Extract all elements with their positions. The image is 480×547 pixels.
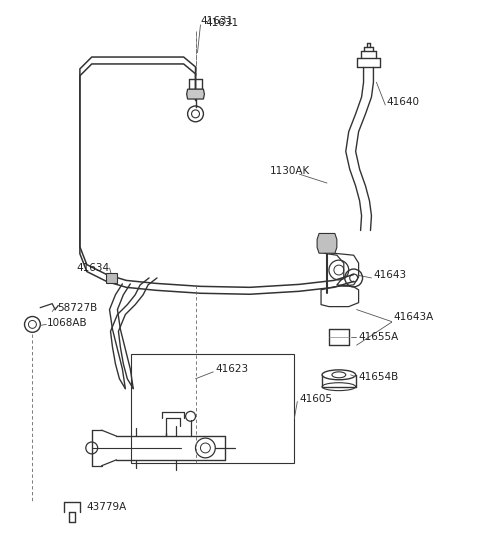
Polygon shape <box>317 234 337 253</box>
Text: 41631: 41631 <box>205 18 239 28</box>
Text: 41623: 41623 <box>216 364 249 374</box>
Text: 43779A: 43779A <box>87 502 127 512</box>
Text: 1130AK: 1130AK <box>270 166 310 176</box>
Text: 41634: 41634 <box>77 263 110 273</box>
Text: 41605: 41605 <box>300 393 332 404</box>
Text: 41654B: 41654B <box>359 372 399 382</box>
Bar <box>106 273 118 283</box>
Text: 58727B: 58727B <box>57 302 97 312</box>
Text: 41643: 41643 <box>373 270 407 280</box>
Polygon shape <box>187 89 204 99</box>
Text: 1068AB: 1068AB <box>47 318 88 328</box>
Text: 41631: 41631 <box>201 16 234 26</box>
Bar <box>131 354 294 463</box>
Text: 41655A: 41655A <box>359 332 399 342</box>
Text: 41640: 41640 <box>386 97 420 107</box>
Text: 41643A: 41643A <box>393 312 433 323</box>
